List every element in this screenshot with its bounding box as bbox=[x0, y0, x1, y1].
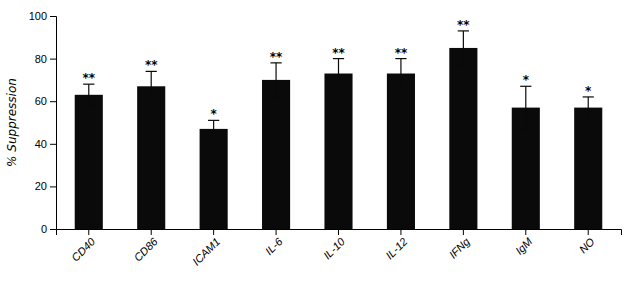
y-tick-label: 80 bbox=[35, 53, 47, 65]
x-tick-label: CD40 bbox=[69, 235, 98, 264]
y-tick-mark bbox=[50, 16, 56, 17]
error-stem bbox=[463, 31, 464, 65]
x-tick-label: CD86 bbox=[131, 235, 160, 264]
error-cap-bottom bbox=[395, 88, 406, 89]
significance-label: ** bbox=[457, 18, 470, 32]
error-bar bbox=[458, 31, 469, 65]
error-cap-bottom bbox=[270, 96, 281, 97]
x-axis: CD40 CD86 ICAM1 IL-6 IL-10 IL-12 IFNg IgM NO bbox=[57, 229, 622, 268]
x-tick: IgM bbox=[513, 229, 535, 257]
x-tick-label: IgM bbox=[513, 235, 535, 257]
significance-label: * bbox=[523, 73, 530, 87]
y-axis-line bbox=[50, 17, 57, 230]
y-tick-label: 40 bbox=[35, 138, 47, 150]
y-tick-mark bbox=[50, 101, 56, 102]
y-tick: 20 bbox=[35, 180, 56, 192]
x-tick-mark bbox=[151, 229, 152, 235]
plot: 0 20 40 60 80 100 CD40 CD86 ICAM1 IL-6 IL-10 IL-12 I… bbox=[29, 10, 622, 268]
significance-label: ** bbox=[332, 46, 345, 60]
x-tick-label: ICAM1 bbox=[190, 235, 222, 267]
x-tick-mark bbox=[463, 229, 464, 235]
y-tick-mark bbox=[50, 186, 56, 187]
x-tick-label: NO bbox=[577, 235, 597, 255]
x-tick: IL-6 bbox=[263, 229, 286, 257]
x-tick: CD40 bbox=[69, 229, 98, 264]
error-bar bbox=[208, 120, 219, 137]
annotations: *************** bbox=[82, 18, 592, 121]
error-stem bbox=[213, 120, 214, 137]
error-cap-bottom bbox=[583, 118, 594, 119]
significance-label: * bbox=[585, 84, 592, 98]
error-cap-bottom bbox=[520, 128, 531, 129]
x-tick: CD86 bbox=[131, 229, 160, 264]
y-axis: 0 20 40 60 80 100 bbox=[29, 10, 57, 235]
x-tick-mark bbox=[525, 229, 526, 235]
y-tick-label: 20 bbox=[35, 180, 47, 192]
x-tick-label: IFNg bbox=[447, 235, 473, 261]
x-tick-mark bbox=[213, 229, 214, 235]
error-stem bbox=[525, 86, 526, 129]
y-tick: 60 bbox=[35, 95, 56, 107]
y-axis-title: % Suppression bbox=[5, 78, 19, 167]
x-tick-mark bbox=[588, 229, 589, 235]
x-axis-line bbox=[57, 230, 622, 236]
x-tick: IFNg bbox=[447, 229, 473, 261]
y-tick-mark bbox=[50, 59, 56, 60]
bar bbox=[574, 108, 602, 229]
y-tick: 40 bbox=[35, 138, 56, 150]
error-bar bbox=[583, 97, 594, 118]
significance-label: ** bbox=[82, 71, 95, 85]
bar bbox=[449, 48, 477, 229]
bar bbox=[200, 129, 228, 229]
bar bbox=[75, 95, 103, 229]
error-bar bbox=[146, 71, 157, 101]
x-tick-label: IL-10 bbox=[321, 235, 348, 262]
error-stem bbox=[338, 59, 339, 89]
error-cap-bottom bbox=[146, 101, 157, 102]
error-stem bbox=[400, 59, 401, 89]
error-stem bbox=[588, 97, 589, 118]
x-tick-mark bbox=[88, 229, 89, 235]
error-stem bbox=[88, 84, 89, 105]
x-tick: ICAM1 bbox=[190, 229, 222, 268]
error-stem bbox=[275, 63, 276, 97]
x-tick: IL-10 bbox=[321, 229, 348, 262]
x-tick-label: IL-12 bbox=[383, 235, 409, 261]
y-tick-mark bbox=[50, 144, 56, 145]
error-cap-bottom bbox=[208, 137, 219, 138]
chart: 0 20 40 60 80 100 CD40 CD86 ICAM1 IL-6 IL-10 IL-12 I… bbox=[0, 0, 633, 281]
y-tick: 100 bbox=[29, 10, 56, 22]
significance-label: ** bbox=[270, 50, 283, 64]
y-tick-label: 0 bbox=[41, 223, 47, 235]
marks bbox=[75, 31, 603, 229]
y-tick: 0 bbox=[41, 223, 56, 235]
bar bbox=[324, 74, 352, 229]
x-tick: IL-12 bbox=[383, 229, 409, 262]
error-bar bbox=[83, 84, 94, 105]
error-bar bbox=[333, 59, 344, 89]
significance-label: ** bbox=[145, 58, 158, 72]
x-tick-mark bbox=[276, 229, 277, 235]
significance-label: * bbox=[210, 107, 217, 121]
significance-label: ** bbox=[395, 46, 408, 60]
error-cap-bottom bbox=[333, 88, 344, 89]
x-tick: NO bbox=[577, 229, 597, 255]
error-cap-bottom bbox=[458, 64, 469, 65]
bar bbox=[387, 74, 415, 229]
error-bar bbox=[270, 63, 281, 97]
y-tick-label: 60 bbox=[35, 95, 47, 107]
y-tick-mark bbox=[50, 229, 56, 230]
bar bbox=[137, 86, 165, 229]
x-tick-mark bbox=[338, 229, 339, 235]
bar bbox=[262, 80, 290, 229]
error-bar bbox=[395, 59, 406, 89]
error-cap-bottom bbox=[83, 105, 94, 106]
x-tick-mark bbox=[400, 229, 401, 235]
error-bar bbox=[520, 86, 531, 129]
y-tick-label: 100 bbox=[29, 10, 47, 22]
error-stem bbox=[151, 71, 152, 101]
x-tick-label: IL-6 bbox=[263, 235, 286, 258]
y-tick: 80 bbox=[35, 53, 56, 65]
